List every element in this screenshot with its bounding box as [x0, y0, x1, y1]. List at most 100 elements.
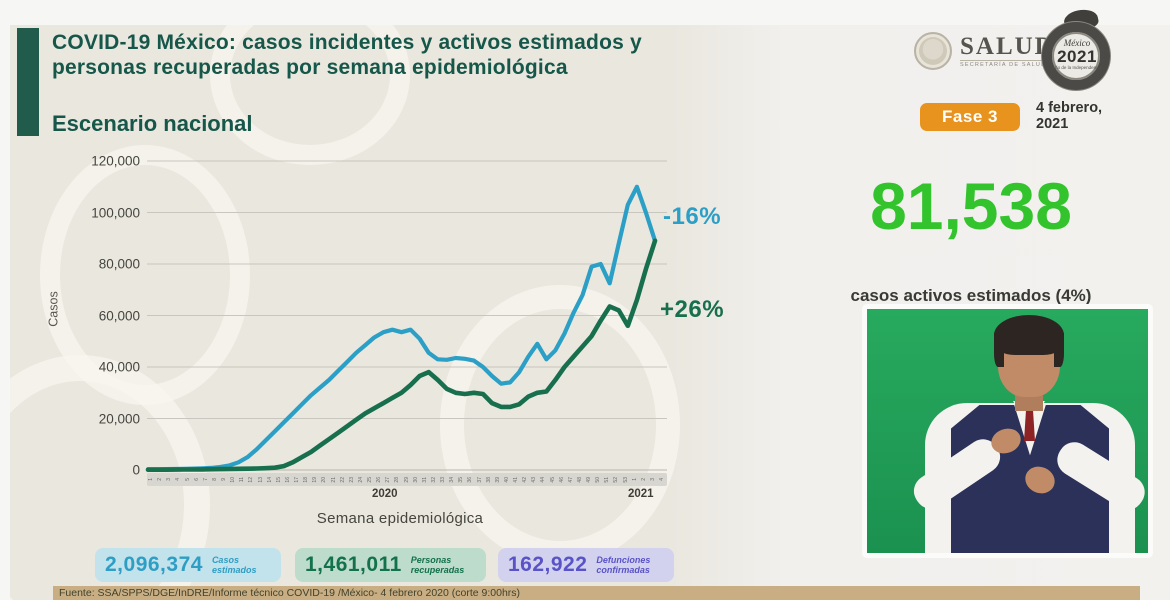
emblem-subtitle-text: Año de la Independencia — [1052, 65, 1102, 70]
stat-defunciones-confirmadas: 162,922 Defunciones confirmadas — [498, 548, 674, 582]
week-tick-label: 18 — [303, 476, 310, 483]
week-tick-label: 7 — [202, 478, 209, 481]
week-tick-label: 15 — [275, 476, 282, 483]
annotation-casos-estimados-change: -16% — [663, 203, 722, 230]
week-tick-label: 21 — [330, 476, 337, 483]
interpreter-tie — [1024, 407, 1035, 441]
week-tick-label: 45 — [549, 476, 556, 483]
salud-logo: SALUD SECRETARÍA DE SALUD — [914, 32, 1055, 70]
active-cases-caption: casos activos estimados (4%) — [850, 286, 1092, 305]
week-tick-label: 43 — [531, 476, 538, 483]
serpent-ring-icon — [1042, 22, 1110, 90]
week-tick-label: 48 — [576, 476, 583, 483]
week-tick-label: 38 — [485, 476, 492, 483]
week-tick-label: 11 — [239, 476, 246, 483]
stat-value: 1,461,011 — [305, 553, 402, 576]
fase-3-badge: Fase 3 — [920, 103, 1020, 131]
footer-bar: Fuente: SSA/SPPS/DGE/InDRE/Informe técni… — [53, 586, 1140, 600]
title-line-1: COVID-19 México: casos incidentes y acti… — [52, 31, 642, 54]
week-tick-label: 24 — [357, 476, 364, 483]
week-tick-label: 53 — [622, 476, 629, 483]
y-tick-label: 100,000 — [91, 205, 140, 220]
week-tick-label: 31 — [421, 476, 428, 483]
week-tick-label: 47 — [567, 476, 574, 483]
week-tick-label: 3 — [649, 478, 656, 481]
week-tick-label: 4 — [659, 478, 665, 481]
interpreter-hair — [994, 315, 1064, 355]
week-tick-label: 8 — [211, 478, 218, 481]
week-tick-label: 32 — [430, 476, 437, 483]
week-tick-label: 20 — [321, 476, 328, 483]
report-date-line-2: 2021 — [1036, 116, 1069, 132]
week-tick-label: 17 — [294, 476, 300, 483]
week-tick-label: 4 — [175, 478, 182, 481]
interpreter-hair-side — [994, 333, 1004, 367]
week-tick-label: 36 — [467, 476, 474, 483]
title-line-2: personas recuperadas por semana epidemio… — [52, 56, 568, 79]
stat-personas-recuperadas: 1,461,011 Personas recuperadas — [295, 548, 486, 582]
y-tick-label: 20,000 — [98, 411, 140, 426]
salud-wordmark: SALUD — [960, 32, 1055, 60]
week-tick-label: 29 — [403, 476, 410, 483]
y-tick-label: 80,000 — [98, 256, 140, 272]
week-tick-label: 23 — [348, 476, 355, 483]
chart-title: Escenario nacional — [52, 111, 253, 136]
week-tick-label: 5 — [184, 478, 191, 481]
week-tick-label: 49 — [586, 476, 592, 483]
salud-subtitle: SECRETARÍA DE SALUD — [960, 59, 1055, 68]
week-tick-label: 2 — [640, 478, 647, 481]
week-tick-label: 3 — [166, 478, 173, 481]
mexico-2021-emblem: México 2021 Año de la Independencia — [1040, 6, 1114, 94]
week-tick-label: 27 — [385, 476, 392, 483]
week-tick-label: 6 — [193, 478, 200, 481]
active-cases-value: 81,538 — [870, 169, 1072, 243]
stat-label: Personas recuperadas — [410, 555, 465, 575]
report-date-line-1: 4 febrero, — [1036, 100, 1103, 116]
week-tick-label: 42 — [522, 476, 529, 483]
week-tick-label: 46 — [558, 476, 565, 483]
stat-label: Defunciones confirmadas — [596, 555, 651, 575]
week-tick-label: 34 — [449, 476, 456, 483]
week-tick-label: 35 — [458, 476, 465, 483]
week-tick-label: 37 — [476, 476, 483, 483]
week-tick-label: 28 — [394, 476, 401, 483]
week-tick-label: 9 — [221, 478, 227, 481]
y-tick-label: 40,000 — [98, 359, 140, 375]
annotation-recuperadas-change: +26% — [660, 296, 725, 323]
week-tick-label: 30 — [412, 476, 419, 483]
week-tick-label: 50 — [595, 476, 602, 483]
year-label-2021: 2021 — [628, 488, 654, 500]
y-tick-label: 0 — [132, 462, 140, 478]
stat-value: 2,096,374 — [105, 553, 203, 576]
week-tick-label: 44 — [540, 476, 547, 483]
emblem-year-text: 2021 — [1057, 47, 1097, 66]
interpreter-hair-side — [1054, 333, 1064, 367]
emblem-mexico-text: México — [1063, 38, 1091, 48]
week-tick-label: 40 — [503, 476, 510, 483]
week-tick-label: 41 — [513, 476, 519, 483]
week-tick-label: 1 — [631, 478, 638, 481]
stat-casos-estimados: 2,096,374 Casos estimados — [95, 548, 281, 582]
week-tick-label: 14 — [266, 476, 273, 483]
week-tick-label: 26 — [376, 476, 383, 483]
year-label-2020: 2020 — [372, 488, 398, 500]
week-tick-label: 1 — [148, 478, 154, 481]
week-tick-label: 52 — [613, 476, 620, 483]
week-tick-label: 19 — [312, 476, 319, 483]
week-tick-label: 10 — [230, 476, 237, 483]
government-seal-icon — [914, 32, 952, 70]
week-tick-label: 51 — [604, 476, 611, 483]
sign-language-interpreter-video — [862, 304, 1153, 558]
stat-value: 162,922 — [508, 553, 588, 576]
week-tick-label: 22 — [339, 476, 346, 483]
week-tick-label: 12 — [248, 476, 255, 483]
page-title: COVID-19 México: casos incidentes y acti… — [52, 30, 642, 80]
stat-label: Casos estimados — [211, 555, 257, 575]
week-tick-label: 13 — [257, 476, 264, 483]
source-text: Fuente: SSA/SPPS/DGE/InDRE/Informe técni… — [59, 587, 521, 599]
week-tick-label: 39 — [494, 476, 501, 483]
x-axis-week-ticks: 1 2 3 4 5 6 7 8 9 10 11 12 13 14 15 16 17 18 19 20 21 22 23 24 2… — [147, 473, 667, 486]
y-tick-label: 60,000 — [98, 308, 140, 323]
week-tick-label: 16 — [284, 476, 291, 483]
